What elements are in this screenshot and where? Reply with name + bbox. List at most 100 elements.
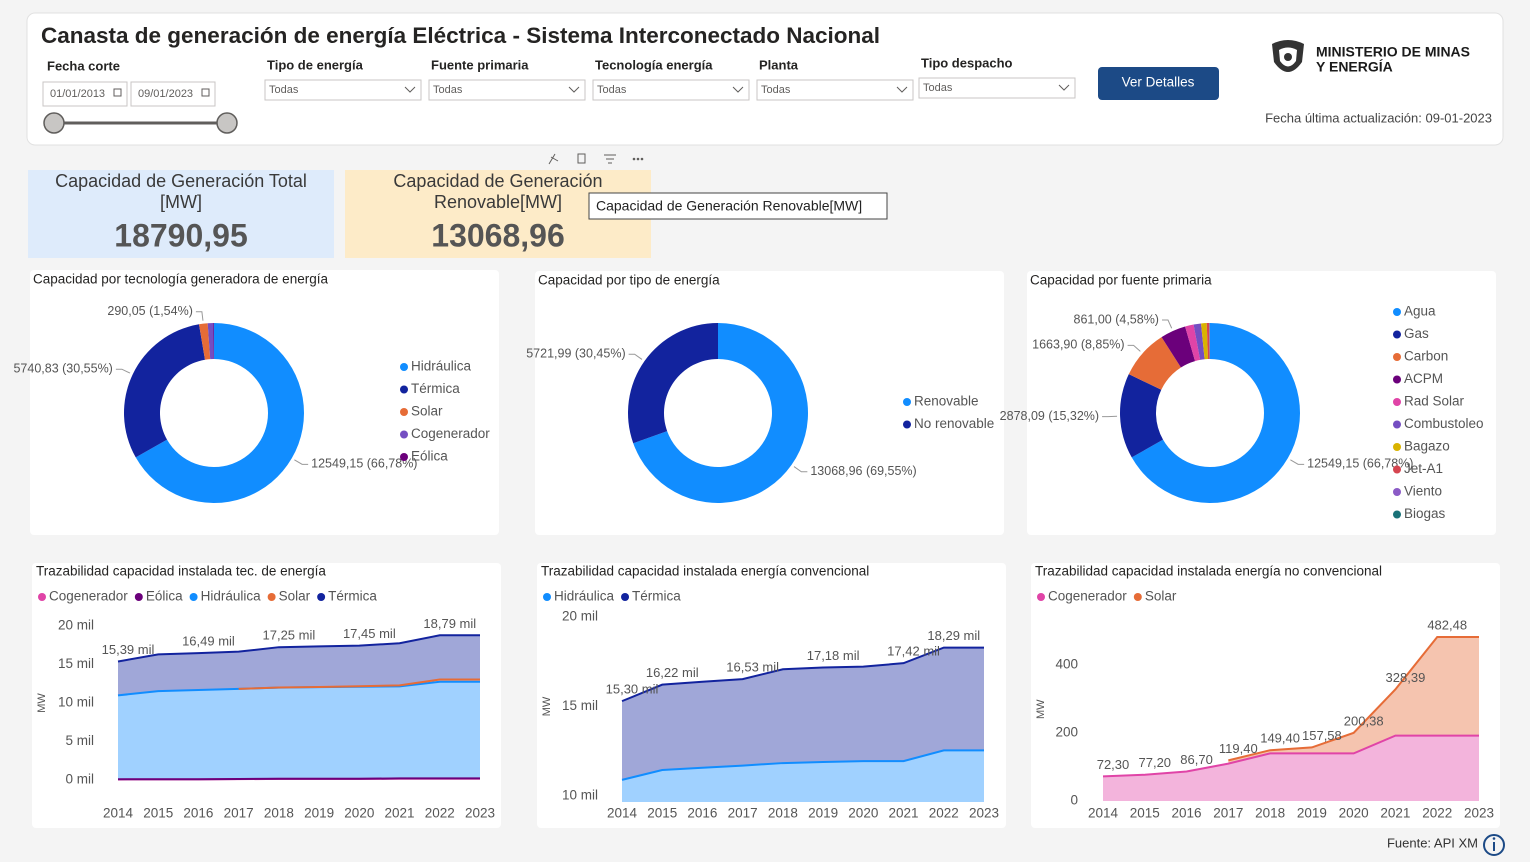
dropdown[interactable] <box>592 79 750 101</box>
date-from[interactable]: 01/01/2013 <box>50 88 105 100</box>
legend-label: Gas <box>1404 326 1429 341</box>
line <box>1102 734 1479 778</box>
area <box>118 635 480 696</box>
y-tick-label: 20 mil <box>58 618 94 633</box>
dropdown-value[interactable]: Todas <box>923 82 953 94</box>
legend-label: Renovable <box>914 394 979 409</box>
line <box>117 777 480 781</box>
x-tick-label: 2019 <box>304 806 334 821</box>
filter-label: Fuente primaria <box>431 57 529 72</box>
visual-header-icons[interactable] <box>548 153 644 165</box>
info-icon[interactable] <box>1483 834 1505 856</box>
x-tick-label: 2016 <box>687 806 717 821</box>
legend-label: Combustoleo <box>1404 416 1484 431</box>
dropdown-arrow[interactable] <box>1058 84 1070 91</box>
total-label: 16,22 mil <box>646 665 699 680</box>
leader-line <box>628 353 643 360</box>
x-tick-label: 2014 <box>103 806 134 821</box>
total-label: 77,20 <box>1139 755 1172 770</box>
x-tick-label: 2021 <box>1380 806 1410 821</box>
calendar-icon[interactable] <box>113 88 122 97</box>
legend-label: Solar <box>1145 589 1177 604</box>
donut-slice <box>628 322 718 444</box>
total-label: 18,79 mil <box>423 616 476 631</box>
legend-label: Cogenerador <box>1048 589 1127 604</box>
total-label: 72,30 <box>1097 757 1130 772</box>
chart-title: Capacidad por fuente primaria <box>1030 273 1212 288</box>
area <box>622 750 984 802</box>
legend-label: No renovable <box>914 416 994 431</box>
tooltip-text: Capacidad de Generación Renovable[MW] <box>596 198 862 214</box>
total-label: 15,30 mil <box>606 682 659 697</box>
chart-title: Capacidad por tecnología generadora de e… <box>33 272 328 287</box>
dropdown[interactable] <box>428 79 586 101</box>
legend-swatch <box>38 593 46 601</box>
dropdown-arrow[interactable] <box>732 86 744 93</box>
slider-handle[interactable] <box>216 112 238 134</box>
total-label: 15,39 mil <box>102 642 155 657</box>
kpi-value: 18790,95 <box>114 217 247 253</box>
date-to[interactable]: 09/01/2023 <box>138 88 193 100</box>
legend-label: Eólica <box>411 449 448 464</box>
calendar-icon[interactable] <box>201 88 210 97</box>
kpi-value: 13068,96 <box>431 217 564 253</box>
total-label: 16,53 mil <box>726 660 779 675</box>
legend-label: Viento <box>1404 484 1442 499</box>
chart-title: Capacidad por tipo de energía <box>538 273 720 288</box>
details-button[interactable] <box>1098 67 1219 100</box>
area <box>118 681 480 780</box>
total-label: 16,49 mil <box>182 633 235 648</box>
line <box>1228 635 1479 762</box>
leader-line <box>1290 459 1305 465</box>
dropdown-value[interactable]: Todas <box>269 84 299 96</box>
legend-swatch <box>267 593 276 601</box>
filter-label: Tecnología energía <box>595 57 713 72</box>
donut-slice <box>1128 337 1181 390</box>
chart-title: Trazabilidad capacidad instalada tec. de… <box>36 564 326 579</box>
legend-label: Hidráulica <box>201 589 262 604</box>
data-label: 5740,83 (30,55%) <box>13 362 112 376</box>
x-tick-label: 2017 <box>728 806 758 821</box>
x-tick-label: 2017 <box>224 806 254 821</box>
donut-slice <box>207 323 214 360</box>
leader-line <box>195 311 204 321</box>
legend-label: Hidráulica <box>411 359 472 374</box>
filter-label: Tipo de energía <box>267 57 364 72</box>
dropdown-value[interactable]: Todas <box>597 84 627 96</box>
logo-text: MINISTERIO DE MINAS <box>1316 44 1470 60</box>
dropdown-arrow[interactable] <box>404 86 416 93</box>
dropdown[interactable] <box>756 79 914 101</box>
details-button-label[interactable]: Ver Detalles <box>1122 75 1195 90</box>
donut-slice <box>135 323 304 503</box>
dropdown[interactable] <box>918 77 1076 99</box>
legend-swatch <box>1393 510 1401 519</box>
dropdown-value[interactable]: Todas <box>433 84 463 96</box>
leader-line <box>1127 344 1141 352</box>
x-tick-label: 2018 <box>1255 806 1285 821</box>
date-to-box[interactable] <box>130 81 216 107</box>
x-tick-label: 2021 <box>889 806 919 821</box>
x-tick-label: 2022 <box>1422 806 1452 821</box>
legend-swatch <box>543 593 551 601</box>
dropdown-value[interactable]: Todas <box>761 84 791 96</box>
dropdown-arrow[interactable] <box>896 86 908 93</box>
tooltip <box>588 192 888 220</box>
dropdown[interactable] <box>264 79 422 101</box>
date-from-box[interactable] <box>42 81 128 107</box>
x-tick-label: 2023 <box>1464 806 1494 821</box>
legend-label: Carbon <box>1404 349 1448 364</box>
legend-label: Cogenerador <box>49 589 128 604</box>
y-tick-label: 10 mil <box>562 788 598 803</box>
y-tick-label: 20 mil <box>562 609 598 624</box>
data-label: 13068,96 (69,55%) <box>810 464 916 478</box>
dropdown-arrow[interactable] <box>568 86 580 93</box>
legend-swatch <box>400 385 408 394</box>
data-label: 290,05 (1,54%) <box>107 304 192 318</box>
donut-slice <box>1161 326 1196 368</box>
slider-handle[interactable] <box>43 112 65 134</box>
legend-swatch <box>1393 465 1401 474</box>
legend-swatch <box>400 408 408 416</box>
legend-swatch <box>189 593 198 601</box>
data-label: 12549,15 (66,78%) <box>1307 457 1413 471</box>
x-tick-label: 2014 <box>607 806 638 821</box>
